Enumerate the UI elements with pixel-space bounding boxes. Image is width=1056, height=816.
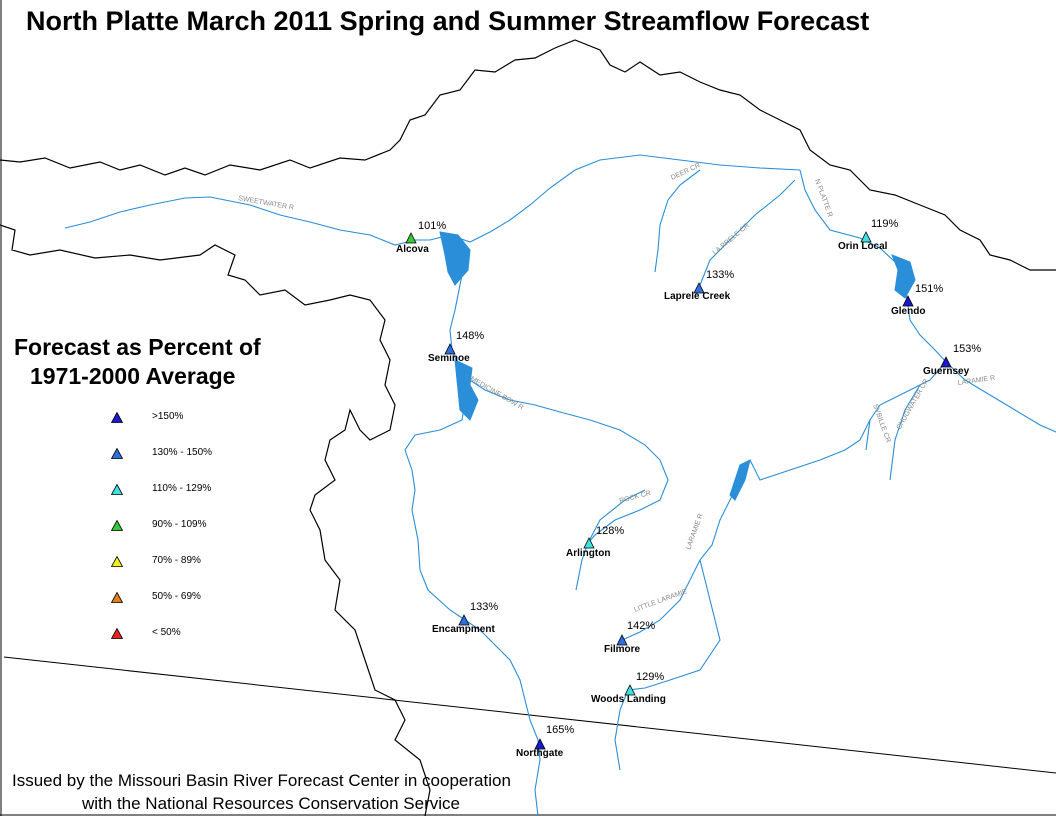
station-guernsey: Guernsey 153% xyxy=(923,343,981,377)
station-name: Glendo xyxy=(891,306,925,317)
laprele-creek xyxy=(699,179,796,286)
station-percent: 133% xyxy=(706,269,734,281)
river-label: CHUGWATER CR xyxy=(896,378,931,431)
station-name: Laprele Creek xyxy=(664,291,731,302)
station-name: Northgate xyxy=(516,748,564,759)
legend-item-label: 90% - 109% xyxy=(152,519,207,530)
station-triangle-icon xyxy=(693,282,705,294)
medicine-bow-river xyxy=(461,374,669,591)
station-name: Guernsey xyxy=(923,366,970,377)
station-percent: 151% xyxy=(915,283,943,295)
station-woods-landing: Woods Landing 129% xyxy=(591,671,666,705)
station-triangle-icon xyxy=(583,537,595,549)
river-label: LA PRELE CR xyxy=(712,222,751,256)
station-triangle-icon xyxy=(940,356,952,368)
wheatland-reservoir xyxy=(729,459,751,501)
station-name: Seminoe xyxy=(428,353,470,364)
legend-triangle-icon xyxy=(111,412,123,423)
station-percent: 129% xyxy=(636,671,664,683)
state-boundary-line xyxy=(3,656,1056,774)
station-triangle-icon xyxy=(534,738,546,750)
station-filmore: Filmore 142% xyxy=(604,620,655,655)
river-label: LARAMIE R xyxy=(685,513,704,551)
station-glendo: Glendo 151% xyxy=(891,283,943,317)
north-platte-upper xyxy=(429,154,801,243)
laramie-river xyxy=(621,459,751,641)
station-name: Filmore xyxy=(604,644,641,655)
laramie-east xyxy=(865,361,947,451)
station-markers: Alcova 101% Seminoe 148% Laprele Creek 133% Or… xyxy=(396,218,981,759)
station-percent: 148% xyxy=(456,330,484,342)
rock-creek xyxy=(587,489,646,544)
basin-boundary-north xyxy=(0,39,1056,271)
station-triangle-icon xyxy=(458,614,470,626)
station-name: Encampment xyxy=(432,624,495,635)
legend-item-label: 110% - 129% xyxy=(152,483,212,494)
station-percent: 165% xyxy=(546,724,574,736)
river-label: SYBILLE CR xyxy=(871,403,891,443)
legend-title: Forecast as Percent of 1971-2000 Average xyxy=(14,333,261,391)
issued-note: Issued by the Missouri Basin River Forec… xyxy=(12,769,511,815)
legend-item-label: 70% - 89% xyxy=(152,555,201,566)
station-percent: 101% xyxy=(418,220,446,232)
station-name: Arlington xyxy=(566,548,610,559)
station-percent: 153% xyxy=(953,343,981,355)
sybille-creek xyxy=(749,419,871,481)
station-name: Orin Local xyxy=(838,241,888,252)
station-triangle-icon xyxy=(444,343,456,355)
legend-item-label: >150% xyxy=(152,411,184,422)
station-triangle-icon xyxy=(624,684,636,696)
station-seminoe: Seminoe 148% xyxy=(428,330,484,364)
seminoe-reservoir xyxy=(454,359,479,421)
legend-item-label: < 50% xyxy=(152,627,181,638)
river-network xyxy=(64,154,1056,816)
issued-line1: Issued by the Missouri Basin River Forec… xyxy=(12,771,511,790)
station-triangle-icon xyxy=(616,634,628,646)
pathfinder-reservoir xyxy=(439,231,471,286)
river-label: ROCK CR xyxy=(619,490,652,505)
station-laprele-creek: Laprele Creek 133% xyxy=(664,269,734,302)
station-triangle-icon xyxy=(860,231,872,243)
station-arlington: Arlington 128% xyxy=(566,525,624,559)
station-percent: 142% xyxy=(627,620,655,632)
river-label: MEDICINE BOW R xyxy=(469,376,524,412)
sweetwater-river xyxy=(64,196,430,246)
station-triangle-icon xyxy=(902,295,914,307)
station-alcova: Alcova 101% xyxy=(396,220,446,255)
legend-triangle-icon xyxy=(111,448,123,459)
legend-title-line2: 1971-2000 Average xyxy=(30,363,236,389)
legend-triangle-icon xyxy=(111,628,123,639)
north-platte-main xyxy=(799,169,1056,433)
legend-triangle-icon xyxy=(111,556,123,567)
legend-item-label: 130% - 150% xyxy=(152,447,213,458)
deer-creek xyxy=(654,169,701,273)
legend-title-line1: Forecast as Percent of xyxy=(14,334,261,360)
basin-boundary-west xyxy=(0,224,431,816)
station-northgate: Northgate 165% xyxy=(516,724,574,759)
station-name: Woods Landing xyxy=(591,694,666,705)
station-percent: 133% xyxy=(470,601,498,613)
station-encampment: Encampment 133% xyxy=(432,601,498,635)
issued-line2: with the National Resources Conservation… xyxy=(82,794,460,813)
chugwater-creek xyxy=(889,384,921,481)
legend-triangle-icon xyxy=(111,484,123,495)
laramie-lower xyxy=(614,559,721,771)
glendo-reservoir xyxy=(891,254,916,299)
north-platte-south xyxy=(404,259,541,816)
river-label: LITTLE LARAMIE xyxy=(633,588,688,614)
station-orin-local: Orin Local 119% xyxy=(838,218,899,252)
legend-triangle-icon xyxy=(111,520,123,531)
legend-item-label: 50% - 69% xyxy=(152,591,201,602)
station-percent: 119% xyxy=(871,218,899,230)
map-title: North Platte March 2011 Spring and Summe… xyxy=(26,6,870,36)
station-name: Alcova xyxy=(396,244,429,255)
legend-triangle-icon xyxy=(111,592,123,603)
station-triangle-icon xyxy=(405,232,417,244)
reservoirs xyxy=(439,231,916,501)
river-label: SWEETWATER R xyxy=(238,195,295,212)
station-percent: 128% xyxy=(596,525,624,537)
